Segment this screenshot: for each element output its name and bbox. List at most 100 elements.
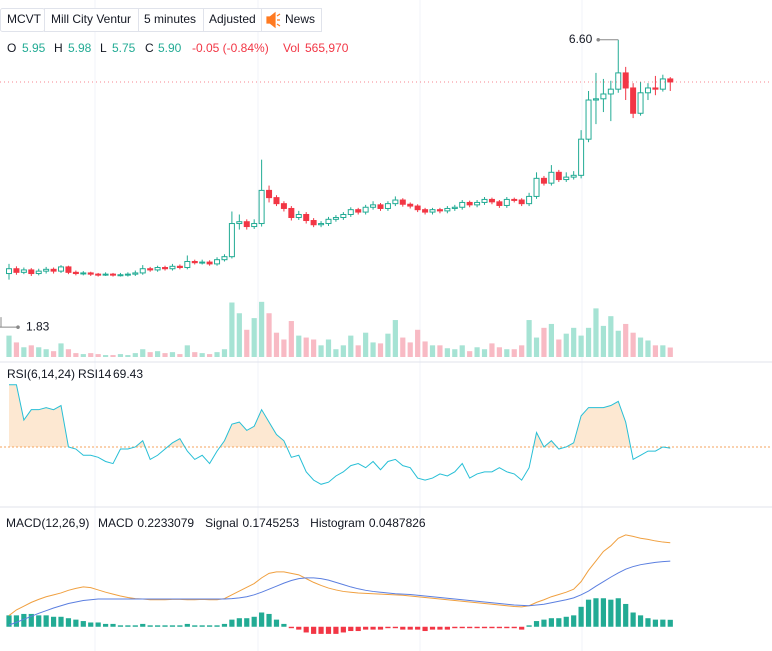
low-marker-dot xyxy=(16,325,20,329)
volume-bar xyxy=(511,349,517,357)
volume-bar xyxy=(110,355,116,357)
volume-bar xyxy=(155,351,161,357)
volume-bar xyxy=(519,345,525,357)
histogram-bar xyxy=(422,626,428,632)
volume-bar xyxy=(311,339,317,357)
histogram-bar xyxy=(162,625,168,627)
news[interactable]: News xyxy=(285,12,315,26)
macd-line xyxy=(8,560,671,626)
volume-bar xyxy=(452,349,458,357)
volume-bar xyxy=(36,347,42,357)
histogram-bar xyxy=(415,626,421,630)
candle-body xyxy=(340,213,347,219)
low-marker-label: 1.83 xyxy=(26,319,50,333)
histogram-bar xyxy=(36,615,42,627)
histogram-bar xyxy=(615,598,621,627)
histogram-bar xyxy=(296,626,302,630)
candle-body xyxy=(288,207,295,219)
legend-value: 5.98 xyxy=(68,41,92,55)
histogram-bar xyxy=(288,626,294,629)
histogram-bar xyxy=(110,623,116,627)
volume-bar xyxy=(608,316,614,357)
histogram-bar xyxy=(73,619,79,627)
news-box[interactable] xyxy=(261,8,322,32)
volume-bar xyxy=(281,339,287,357)
histogram-bar xyxy=(65,618,72,627)
legend-value: 5.95 xyxy=(22,41,46,55)
candle-body xyxy=(578,138,585,176)
histogram-bar xyxy=(6,615,12,627)
candle-body xyxy=(592,98,599,101)
candle-body xyxy=(585,99,592,140)
volume-bar xyxy=(65,349,72,357)
histogram-bar xyxy=(556,618,562,627)
candle-body xyxy=(251,223,258,228)
volume-bar xyxy=(50,351,57,357)
candle-body xyxy=(600,93,607,100)
volume-bar xyxy=(593,308,599,357)
candle-body xyxy=(65,266,72,273)
histogram-bar xyxy=(50,616,57,627)
rsi-legend-name: RSI14 xyxy=(78,367,112,381)
candle-body xyxy=(526,195,533,205)
histogram-bar xyxy=(533,621,540,627)
legend-value: 565,970 xyxy=(305,41,349,55)
candle-body xyxy=(533,177,540,197)
candle-body xyxy=(273,197,280,205)
histogram-bar xyxy=(600,598,606,627)
histogram-bar xyxy=(541,619,547,627)
histogram-bar xyxy=(58,616,64,627)
legend-key: C xyxy=(145,41,154,55)
candle-body xyxy=(87,272,94,275)
volume-bar xyxy=(229,302,235,357)
adjust[interactable]: Adjusted xyxy=(209,12,256,26)
volume-bar xyxy=(363,332,369,357)
histogram-bar xyxy=(385,626,391,629)
histogram-bar xyxy=(429,626,436,630)
candle-body xyxy=(511,198,518,201)
volume-bar xyxy=(199,353,205,357)
volume-bar xyxy=(623,323,629,357)
histogram-bar xyxy=(400,626,406,630)
news-icon xyxy=(266,11,281,29)
candle-body xyxy=(332,217,339,220)
histogram-bar xyxy=(214,625,220,627)
rsi-title: RSI(6,14,24) xyxy=(7,367,75,381)
histogram-bar xyxy=(363,626,369,630)
interval[interactable]: 5 minutes xyxy=(144,12,196,26)
histogram-bar xyxy=(169,625,176,627)
legend-key: L xyxy=(100,41,107,55)
histogram-bar xyxy=(444,626,450,630)
volume-bar xyxy=(58,343,64,357)
high-marker-label: 6.60 xyxy=(569,32,593,46)
histogram-bar xyxy=(21,613,27,627)
symbol-name[interactable]: Mill City Ventur xyxy=(51,12,131,26)
candle-body xyxy=(466,201,473,206)
candle-body xyxy=(355,209,362,213)
volume-bar xyxy=(585,327,592,357)
histogram-bar xyxy=(13,615,20,627)
volume-bar xyxy=(541,327,547,357)
volume-bar xyxy=(244,329,250,357)
symbol[interactable]: MCVT xyxy=(7,12,42,26)
candle-body xyxy=(422,209,429,213)
histogram-bar xyxy=(474,626,480,629)
histogram-bar xyxy=(221,623,228,627)
candle-body xyxy=(637,92,644,114)
volume-bar xyxy=(645,340,651,357)
candle-body xyxy=(518,199,525,205)
histogram-bar xyxy=(437,626,443,630)
candle-body xyxy=(414,205,421,211)
candle-body xyxy=(540,177,547,184)
candle-body xyxy=(206,261,213,265)
volume-bar xyxy=(162,353,168,357)
volume-bar xyxy=(652,345,659,357)
candle-body xyxy=(266,189,273,199)
volume-bar xyxy=(251,318,257,357)
histogram-bar xyxy=(207,625,213,627)
histogram-bar xyxy=(548,618,554,627)
histogram-bar xyxy=(125,625,131,627)
candle-body xyxy=(325,218,332,225)
histogram-bar xyxy=(273,619,280,627)
